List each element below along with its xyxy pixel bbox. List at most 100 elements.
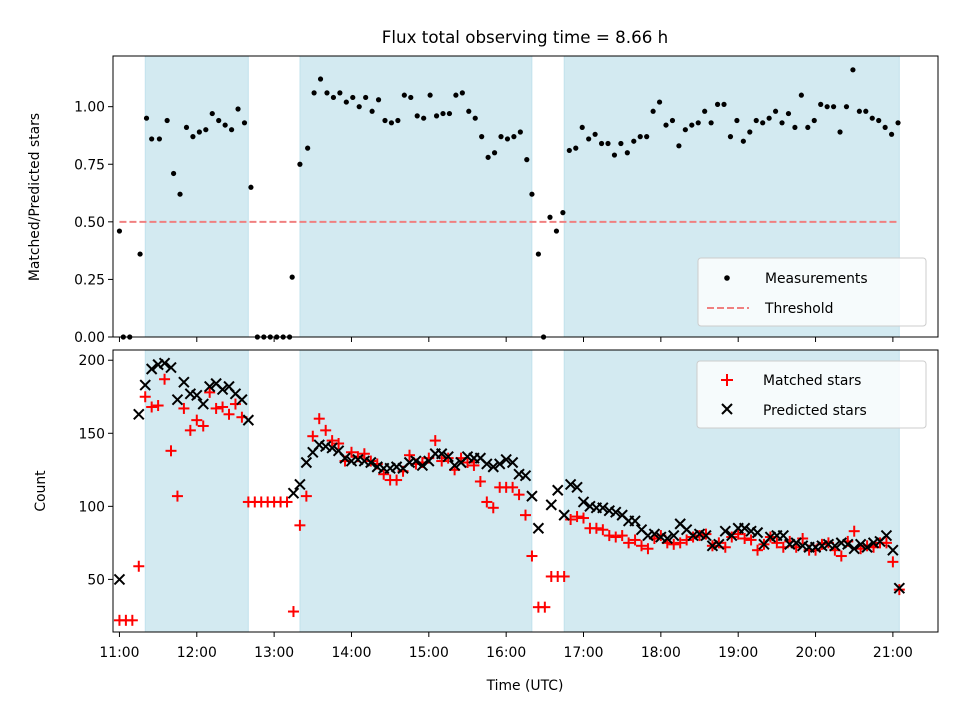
measurement-point bbox=[248, 184, 254, 190]
x-tick-label: 14:00 bbox=[331, 645, 371, 661]
predicted-star-point bbox=[719, 525, 732, 537]
predicted-star-point bbox=[133, 408, 145, 420]
measurement-point bbox=[708, 120, 714, 126]
predicted-star-point bbox=[294, 478, 306, 491]
matched-star-point bbox=[133, 560, 145, 572]
predicted-star-point bbox=[442, 450, 454, 463]
predicted-star-point bbox=[191, 389, 203, 402]
measurement-point bbox=[433, 113, 440, 119]
measurement-point bbox=[517, 129, 523, 135]
matched-star-point bbox=[468, 459, 480, 471]
matched-star-point bbox=[487, 502, 499, 514]
chart-title: Flux total observing time = 8.66 h bbox=[382, 27, 668, 47]
measurement-point bbox=[611, 152, 618, 158]
measurement-point bbox=[843, 104, 850, 110]
measurement-point bbox=[317, 76, 324, 82]
predicted-star-point bbox=[552, 484, 564, 496]
measurement-point bbox=[598, 140, 605, 147]
matched-star-point bbox=[752, 544, 764, 556]
matched-star-point bbox=[365, 455, 377, 467]
matched-star-point bbox=[590, 522, 602, 534]
matched-star-point bbox=[461, 457, 473, 469]
matched-star-point bbox=[636, 540, 648, 552]
measurement-point bbox=[216, 117, 222, 124]
measurement-point bbox=[228, 127, 235, 133]
matched-star-point bbox=[565, 513, 577, 525]
y-tick-label: 0.00 bbox=[74, 330, 105, 346]
predicted-star-point bbox=[893, 582, 906, 594]
matched-star-point bbox=[668, 538, 680, 550]
y-tick-label: 150 bbox=[78, 426, 105, 442]
measurement-point bbox=[498, 134, 504, 140]
measurement-point bbox=[446, 110, 453, 117]
measurement-point bbox=[222, 122, 228, 128]
predicted-star-point bbox=[236, 393, 248, 406]
measurement-point bbox=[895, 120, 901, 126]
measurement-point bbox=[618, 140, 624, 147]
measurement-point bbox=[324, 90, 330, 96]
predicted-star-point bbox=[545, 499, 557, 511]
measurement-point bbox=[727, 134, 734, 140]
matched-star-point bbox=[281, 496, 293, 508]
matched-star-point bbox=[629, 534, 641, 546]
measurement-point bbox=[792, 124, 798, 131]
measurement-point bbox=[164, 117, 170, 124]
x-tick-label: 18:00 bbox=[641, 645, 681, 661]
matched-star-point bbox=[681, 534, 693, 546]
predicted-star-point bbox=[610, 506, 622, 518]
y-tick-label: 0.50 bbox=[74, 215, 105, 231]
measurement-point bbox=[453, 92, 459, 98]
measurement-point bbox=[535, 251, 541, 257]
measurement-point bbox=[524, 157, 530, 163]
predicted-star-point bbox=[564, 478, 577, 491]
measurement-point bbox=[772, 108, 779, 114]
measurement-point bbox=[440, 110, 446, 117]
x-tick-label: 19:00 bbox=[718, 645, 758, 661]
matched-star-point bbox=[616, 530, 628, 542]
bottom-legend: Matched stars Predicted stars bbox=[696, 360, 927, 429]
measurement-point bbox=[170, 170, 177, 177]
predicted-star-point bbox=[887, 544, 899, 556]
matched-star-point bbox=[610, 531, 622, 543]
matched-star-point bbox=[294, 519, 306, 531]
measurement-point bbox=[637, 134, 643, 140]
measurements-legend-label: Measurements bbox=[765, 271, 868, 287]
matched-star-point bbox=[358, 448, 370, 460]
measurement-point bbox=[824, 104, 830, 110]
top-x-ticks bbox=[118, 337, 894, 342]
predicted-star-point bbox=[577, 496, 590, 508]
matched-star-point bbox=[578, 512, 590, 524]
predicted-star-point bbox=[436, 448, 448, 460]
predicted-star-point bbox=[197, 398, 209, 410]
measurement-point bbox=[235, 106, 241, 112]
predicted-star-point bbox=[629, 515, 641, 527]
matched-star-point bbox=[217, 401, 229, 413]
matched-star-point bbox=[507, 481, 519, 493]
measurement-point bbox=[479, 134, 485, 140]
measurement-point bbox=[644, 134, 650, 140]
predicted-star-point bbox=[751, 526, 764, 539]
predicted-star-point bbox=[558, 509, 570, 521]
x-tick-label: 15:00 bbox=[409, 645, 449, 661]
predicted-star-point bbox=[532, 522, 545, 534]
predicted-star-point bbox=[300, 456, 313, 469]
predicted-star-point bbox=[326, 442, 338, 454]
y-tick-label: 0.25 bbox=[74, 272, 105, 288]
measurement-point bbox=[311, 90, 317, 96]
predicted-star-point bbox=[848, 543, 860, 555]
matched-star-point bbox=[307, 430, 319, 442]
measurement-point bbox=[747, 129, 753, 135]
bottom-plot-frame bbox=[112, 349, 939, 633]
matched-star-point bbox=[223, 408, 235, 420]
measurement-point bbox=[305, 145, 311, 151]
predicted-legend-label: Predicted stars bbox=[763, 403, 867, 419]
matched-star-point bbox=[204, 386, 216, 398]
measurement-point bbox=[760, 120, 766, 126]
matched-star-point bbox=[771, 537, 783, 549]
x-tick-label: 20:00 bbox=[796, 645, 836, 661]
measurement-point bbox=[156, 136, 163, 142]
measurement-point bbox=[682, 127, 688, 133]
measurement-point bbox=[547, 214, 553, 220]
x-tick-label: 17:00 bbox=[563, 645, 603, 661]
measurement-point bbox=[830, 104, 837, 110]
